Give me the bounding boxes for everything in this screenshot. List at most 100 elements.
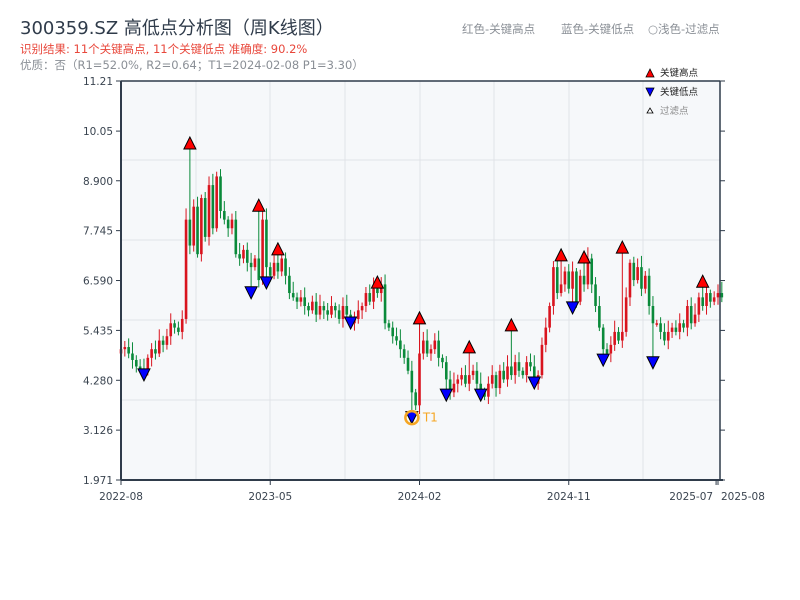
key-low-marker	[596, 353, 611, 368]
key-low-marker	[244, 286, 258, 300]
candle-body	[230, 219, 234, 229]
x-tick-label: 2024-11	[547, 491, 591, 503]
candle-body	[598, 306, 601, 328]
candle-body	[161, 340, 165, 345]
candle-body	[360, 306, 364, 311]
candle-body	[131, 353, 134, 360]
candle-body	[295, 297, 299, 302]
candle-body	[433, 340, 437, 350]
candle-body	[345, 306, 349, 315]
candle-body	[636, 267, 639, 281]
candle-body	[479, 383, 483, 393]
candle-body	[670, 327, 674, 332]
candle-body	[406, 357, 410, 371]
candle-body	[203, 198, 207, 237]
y-tick-label: 6.590	[83, 276, 113, 288]
candle-body	[391, 327, 395, 337]
candle-body	[460, 375, 463, 380]
candle-body	[682, 323, 685, 328]
candle-body	[659, 323, 662, 332]
candle-body	[414, 392, 417, 406]
legend-high-icon	[645, 68, 655, 78]
x-tick-label: 2024-02	[398, 491, 442, 503]
candle-body	[582, 275, 586, 285]
legend-blue-note: 蓝色-关键低点	[561, 22, 635, 36]
candle-body	[184, 219, 188, 319]
candle-body	[326, 310, 329, 315]
candle-body	[444, 362, 448, 380]
candle-body	[429, 349, 433, 354]
key-low-marker	[527, 376, 542, 391]
candle-body	[548, 306, 551, 328]
candle-body	[437, 340, 440, 358]
candle-body	[674, 327, 678, 332]
legend-low-icon	[645, 87, 655, 97]
candle-body	[196, 206, 199, 255]
candle-body	[521, 370, 525, 376]
candle-body	[578, 275, 582, 302]
candle-body	[590, 258, 594, 285]
candle-body	[506, 366, 509, 380]
x-tick-label: 2023-05	[248, 491, 292, 503]
legend-red-note: 红色-关键高点	[462, 22, 536, 36]
candle-body	[257, 258, 261, 281]
candle-body	[586, 258, 590, 285]
candle-body	[165, 336, 169, 345]
candle-body	[513, 362, 517, 376]
candle-body	[383, 284, 387, 324]
candle-body	[341, 306, 345, 319]
candle-body	[525, 362, 528, 376]
candle-body	[422, 340, 425, 354]
candle-body	[276, 262, 280, 272]
x-tick-label: 2022-08	[99, 491, 143, 503]
y-tick-label: 3.126	[83, 425, 113, 437]
candle-body	[655, 323, 659, 325]
candle-body	[311, 301, 314, 311]
candle-body	[678, 323, 682, 332]
key-high-marker	[504, 317, 519, 332]
candle-body	[605, 349, 609, 354]
candle-body	[716, 293, 720, 298]
key-high-marker	[370, 274, 385, 289]
candle-body	[686, 306, 689, 328]
candle-body	[448, 379, 452, 393]
candle-body	[169, 323, 173, 337]
candle-body	[601, 327, 605, 350]
candle-body	[693, 314, 697, 324]
candle-body	[555, 267, 559, 294]
candle-body	[540, 344, 544, 376]
candle-body	[337, 310, 341, 319]
candle-body	[632, 262, 636, 281]
candle-body	[647, 275, 651, 307]
candle-body	[502, 370, 505, 380]
candle-body	[544, 327, 548, 345]
candle-body	[211, 185, 215, 229]
candle-body	[689, 306, 693, 324]
key-high-marker	[615, 239, 630, 254]
candle-body	[651, 306, 655, 324]
candle-body	[226, 219, 230, 229]
t1-label: T1	[422, 411, 438, 425]
candle-body	[452, 383, 456, 393]
key-high-marker	[412, 310, 427, 325]
candle-body	[372, 288, 375, 302]
candle-body	[720, 293, 724, 298]
key-high-marker	[695, 274, 710, 288]
legend-filtered-icon	[646, 107, 654, 114]
candle-body	[219, 176, 222, 211]
candle-body	[559, 284, 563, 294]
candle-body	[173, 323, 176, 328]
candle-body	[697, 297, 701, 315]
candle-body	[712, 297, 716, 302]
candle-body	[441, 357, 444, 363]
y-tick-label: 8.900	[83, 176, 113, 188]
candle-body	[261, 219, 264, 281]
candle-body	[376, 288, 379, 294]
candle-body	[533, 366, 536, 384]
candle-body	[135, 359, 138, 367]
candle-body	[464, 375, 467, 384]
candle-body	[249, 262, 253, 268]
candle-body	[284, 258, 287, 276]
